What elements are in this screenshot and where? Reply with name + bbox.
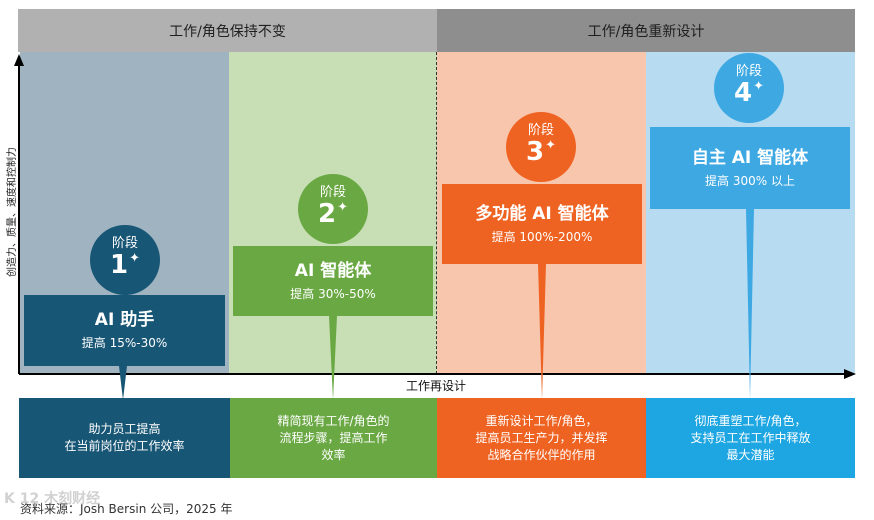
stage2-badge-number: 2 xyxy=(318,199,337,229)
stage3-pointer xyxy=(538,264,546,400)
y-axis-label: 创造力、质量、速度和控制力 xyxy=(3,122,18,302)
stage3-description-line: 重新设计工作/角色， xyxy=(485,413,598,428)
stage4-description: 彻底重塑工作/角色， 支持员工在工作中释放 最大潜能 xyxy=(646,398,855,478)
stage4-title: 自主 AI 智能体 xyxy=(691,147,809,168)
watermark-text: K 12 木刻财经 xyxy=(4,491,101,507)
stage2-subtitle: 提高 30%-50% xyxy=(290,286,376,301)
sparkle-icon: ✦ xyxy=(337,200,348,215)
stage4-pointer xyxy=(746,209,754,400)
stage4-description-line: 最大潜能 xyxy=(726,447,775,462)
stage2-badge-label: 阶段 xyxy=(319,185,346,200)
stage1-badge: 阶段 1✦ xyxy=(90,225,160,295)
stage3-description-line: 提高员工生产力，并发挥 xyxy=(475,430,608,445)
sparkle-icon: ✦ xyxy=(545,138,556,153)
header-roles-unchanged-label: 工作/角色保持不变 xyxy=(169,23,286,40)
stage1-badge-number: 1 xyxy=(110,250,129,280)
stage4-description-line: 彻底重塑工作/角色， xyxy=(694,413,807,428)
stage3-description: 重新设计工作/角色， 提高员工生产力，并发挥 战略合作伙伴的作用 xyxy=(437,398,646,478)
stage2-description-line: 精简现有工作/角色的 xyxy=(277,413,390,428)
stage4-badge-label: 阶段 xyxy=(735,64,762,79)
section-divider xyxy=(436,52,437,374)
stage4-subtitle: 提高 300% 以上 xyxy=(705,173,795,188)
header-roles-unchanged: 工作/角色保持不变 xyxy=(18,9,437,52)
stage1-pointer xyxy=(119,366,127,400)
stage3-description-line: 战略合作伙伴的作用 xyxy=(487,447,596,462)
stage4-description-line: 支持员工在工作中释放 xyxy=(690,430,811,445)
x-axis-label: 工作再设计 xyxy=(380,377,492,393)
stage3-subtitle: 提高 100%-200% xyxy=(491,229,593,244)
stage2-title: AI 智能体 xyxy=(294,260,372,281)
stage1-description-line: 助力员工提高 xyxy=(88,422,161,436)
source-note-text: 资料来源：Josh Bersin 公司，2025 年 xyxy=(20,502,233,516)
source-note: 资料来源：Josh Bersin 公司，2025 年 xyxy=(20,500,232,517)
stage2-card: AI 智能体 提高 30%-50% xyxy=(233,246,433,316)
stage2-description-line: 效率 xyxy=(321,447,346,462)
sparkle-icon: ✦ xyxy=(129,251,140,266)
stage1-badge-label: 阶段 xyxy=(111,236,138,251)
header-roles-redesign: 工作/角色重新设计 xyxy=(437,9,855,52)
y-axis-label-text: 创造力、质量、速度和控制力 xyxy=(7,147,18,277)
stage2-badge: 阶段 2✦ xyxy=(298,174,368,244)
sparkle-icon: ✦ xyxy=(753,79,764,94)
axes xyxy=(14,54,856,379)
stage1-description: 助力员工提高 在当前岗位的工作效率 xyxy=(19,398,230,478)
stage1-description-line: 在当前岗位的工作效率 xyxy=(64,439,185,453)
y-axis-arrowhead xyxy=(14,54,24,66)
stage3-card: 多功能 AI 智能体 提高 100%-200% xyxy=(442,184,642,264)
stage2-pointer xyxy=(329,316,337,400)
x-axis-arrowhead xyxy=(844,369,856,379)
stage2-description: 精简现有工作/角色的 流程步骤，提高工作 效率 xyxy=(230,398,437,478)
header-roles-redesign-label: 工作/角色重新设计 xyxy=(587,23,705,40)
stage4-badge: 阶段 4✦ xyxy=(714,53,784,123)
watermark: K 12 木刻财经 xyxy=(4,488,100,508)
stage3-badge: 阶段 3✦ xyxy=(506,112,576,182)
stage4-card: 自主 AI 智能体 提高 300% 以上 xyxy=(650,127,850,209)
stage3-badge-number: 3 xyxy=(526,137,545,167)
stage1-title: AI 助手 xyxy=(94,310,155,330)
stage2-description-line: 流程步骤，提高工作 xyxy=(279,430,388,445)
stage4-badge-number: 4 xyxy=(734,78,753,108)
stage3-badge-label: 阶段 xyxy=(527,123,554,138)
stage1-subtitle: 提高 15%-30% xyxy=(81,336,168,350)
stage1-card: AI 助手 提高 15%-30% xyxy=(24,295,225,366)
x-axis-label-text: 工作再设计 xyxy=(405,379,466,393)
stage3-title: 多功能 AI 智能体 xyxy=(475,203,609,224)
